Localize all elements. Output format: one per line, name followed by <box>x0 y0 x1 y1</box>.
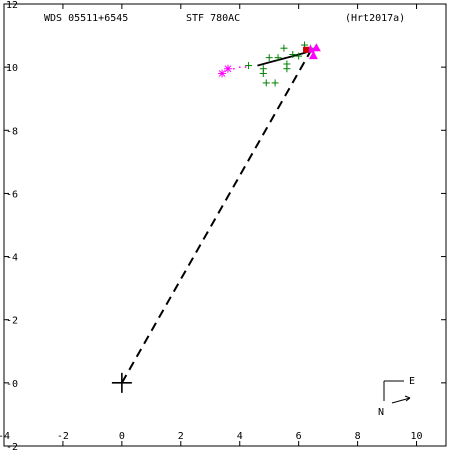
square-marker <box>303 46 310 53</box>
triangle-marker <box>311 43 321 52</box>
plus-marker <box>295 52 303 60</box>
line-of-centers <box>120 50 312 384</box>
observations <box>218 41 321 87</box>
plus-marker <box>283 65 291 73</box>
plus-marker <box>259 69 267 77</box>
plus-marker <box>271 79 279 87</box>
dot-marker <box>244 66 247 69</box>
x-tick-label: 10 <box>411 431 423 442</box>
header-reference: (Hrt2017a) <box>345 13 405 24</box>
plus-marker <box>274 54 282 62</box>
x-tick-label: -2 <box>57 431 69 442</box>
asterisk-marker <box>223 64 232 73</box>
asterisk-marker <box>218 69 227 78</box>
y-tick-label: 10 <box>6 63 18 74</box>
dot-marker <box>232 67 235 70</box>
triangle-marker <box>308 51 318 60</box>
y-tick-label: -0 <box>6 379 18 390</box>
x-tick-label: -4 <box>0 431 10 442</box>
motion-arrow-line <box>391 397 411 404</box>
x-tick-label: 6 <box>296 431 302 442</box>
x-tick-label: 4 <box>237 431 243 442</box>
plus-marker <box>289 51 297 59</box>
x-tick-label: 8 <box>355 431 361 442</box>
y-tick-label: -8 <box>6 126 18 137</box>
y-tick-label: -2 <box>6 442 18 450</box>
y-tick-label: 12 <box>6 0 18 11</box>
plus-marker <box>265 54 273 62</box>
y-tick-label: -4 <box>6 253 18 264</box>
dot-marker <box>238 66 241 69</box>
plot-frame <box>3 3 447 447</box>
y-tick-label: -2 <box>6 316 18 327</box>
y-tick-label: -6 <box>6 189 18 200</box>
header-wds: WDS 05511+6545 <box>44 13 128 24</box>
line-of-centers-segment <box>120 50 312 384</box>
motion-arrow-head <box>404 395 411 402</box>
plus-marker <box>280 44 288 52</box>
compass: E N <box>378 376 415 418</box>
x-tick-label: 2 <box>178 431 184 442</box>
header-discoverer: STF 780AC <box>186 13 240 24</box>
plus-marker <box>245 62 253 70</box>
x-tick-label: 0 <box>119 431 125 442</box>
compass-north-label: N <box>378 407 384 418</box>
plus-marker <box>262 79 270 87</box>
compass-east-label: E <box>409 376 415 387</box>
